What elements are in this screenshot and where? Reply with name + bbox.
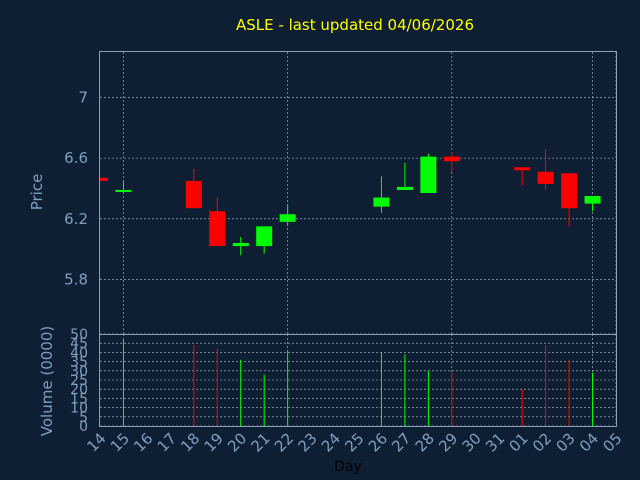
x-tick-label: 27: [388, 429, 414, 455]
x-tick-label: 03: [552, 429, 578, 455]
candle-body: [185, 180, 202, 209]
candle-body: [537, 171, 554, 184]
candle-body: [420, 156, 437, 193]
x-tick-label: 02: [529, 429, 555, 455]
volume-tick-label: 40: [70, 345, 88, 361]
price-tick-label: 7: [78, 88, 88, 106]
volume-panel-frame: [99, 334, 617, 427]
x-tick-label: 17: [154, 429, 180, 455]
x-tick-label: 23: [294, 429, 320, 455]
x-tick-labels: 1415161718192021222324252627282930310102…: [83, 429, 625, 455]
candle-body: [209, 211, 226, 247]
x-tick-label: 16: [130, 429, 156, 455]
price-tick-labels: 5.8 6.2 6.6 7: [64, 88, 88, 288]
price-candles: [100, 149, 601, 256]
candle-body: [561, 173, 578, 209]
x-tick-label: 28: [412, 429, 438, 455]
price-grid: [100, 52, 617, 334]
x-tick-label: 21: [248, 429, 274, 455]
x-tick-label: 29: [435, 429, 461, 455]
volume-tick-label: 0: [79, 419, 88, 435]
price-panel-frame: [99, 51, 617, 335]
volume-tick-label: 45: [70, 336, 88, 352]
x-tick-label: 26: [365, 429, 391, 455]
volume-tick-label: 20: [70, 382, 88, 398]
x-tick-label: 01: [506, 429, 532, 455]
volume-tick-label: 5: [79, 410, 88, 426]
x-tick-label: 22: [271, 429, 297, 455]
price-tick-label: 6.2: [64, 210, 88, 228]
x-tick-label: 15: [107, 429, 133, 455]
candle-body: [256, 226, 273, 247]
volume-grid: [100, 333, 617, 427]
candle-body: [279, 214, 296, 222]
x-tick-label: 25: [341, 429, 367, 455]
volume-tick-label: 35: [70, 355, 88, 371]
volume-tick-label: 25: [70, 373, 88, 389]
candle-body: [373, 197, 390, 207]
chart-title: ASLE - last updated 04/06/2026: [236, 16, 474, 34]
price-axis-label: Price: [28, 174, 46, 211]
x-tick-label: 31: [482, 429, 508, 455]
candle-body: [115, 189, 132, 192]
candle-body: [100, 177, 108, 181]
x-tick-label: 04: [576, 429, 602, 455]
volume-tick-label: 15: [70, 391, 88, 407]
x-axis-label: Day: [334, 459, 362, 475]
x-tick-label: 19: [201, 429, 227, 455]
volume-bars: [122, 339, 594, 426]
volume-tick-label: 50: [70, 327, 88, 343]
x-tick-label: 30: [459, 429, 485, 455]
volume-tick-label: 10: [70, 401, 88, 417]
volume-tick-label: 30: [70, 364, 88, 380]
price-tick-label: 5.8: [64, 270, 88, 288]
candle-body: [584, 196, 601, 204]
x-tick-label: 18: [177, 429, 203, 455]
x-tick-label: 05: [599, 429, 625, 455]
volume-axis-label: Volume (0000): [38, 326, 56, 436]
x-tick-label: 20: [224, 429, 250, 455]
candle-body: [443, 156, 460, 162]
price-tick-label: 6.6: [64, 149, 88, 167]
x-tick-label: 24: [318, 429, 344, 455]
candle-body: [232, 243, 249, 247]
candle-body: [396, 186, 413, 190]
candle-body: [514, 167, 531, 171]
